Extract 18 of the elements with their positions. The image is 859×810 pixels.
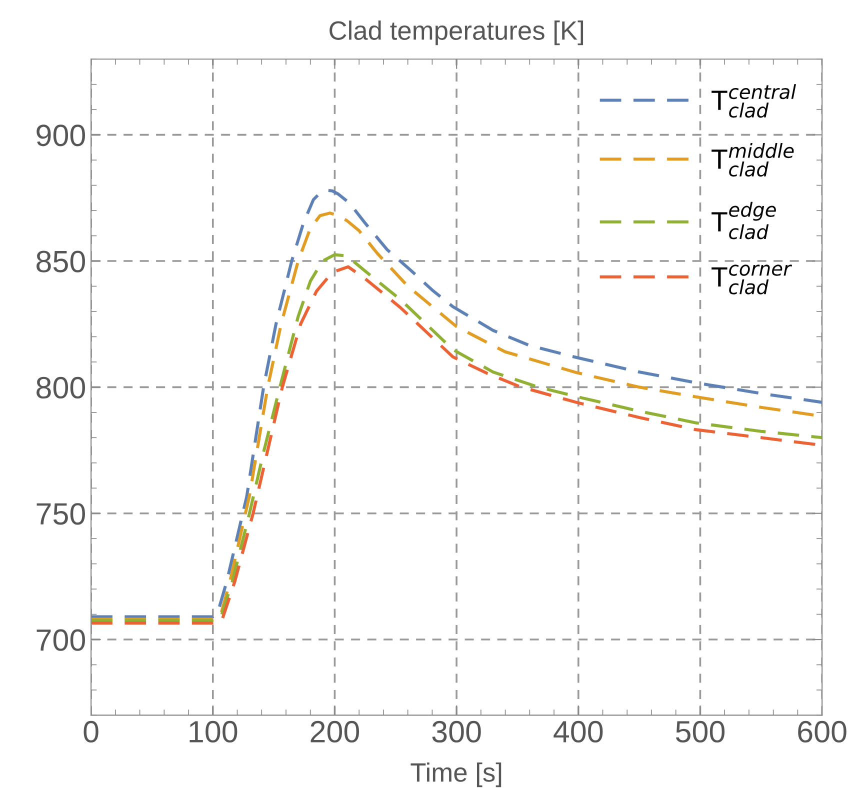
x-tick-label: 0: [84, 720, 98, 743]
x-tick-label: 400: [554, 720, 603, 743]
y-tick-label: 700: [36, 629, 86, 651]
chart-title: Clad temperatures [K]: [330, 20, 584, 46]
x-tick-label: 600: [798, 720, 846, 743]
x-tick-label: 200: [310, 720, 360, 743]
legend-label: T$^{central}$$_{clad}$: [712, 84, 796, 118]
legend-label: T$^{edge}$$_{clad}$: [712, 202, 776, 240]
legend-label: T$^{corner}$$_{clad}$: [712, 264, 792, 294]
x-tick-label: 300: [432, 720, 481, 743]
x-tick-label: 100: [190, 720, 238, 743]
y-tick-label: 900: [36, 124, 86, 146]
y-tick-label: 750: [36, 503, 86, 525]
legend-label: T$^{middle}$$_{clad}$: [712, 143, 794, 177]
x-axis-title: Time [s]: [410, 762, 502, 788]
y-tick-label: 850: [36, 250, 86, 272]
y-tick-label: 800: [36, 376, 86, 399]
x-tick-label: 500: [676, 720, 725, 743]
